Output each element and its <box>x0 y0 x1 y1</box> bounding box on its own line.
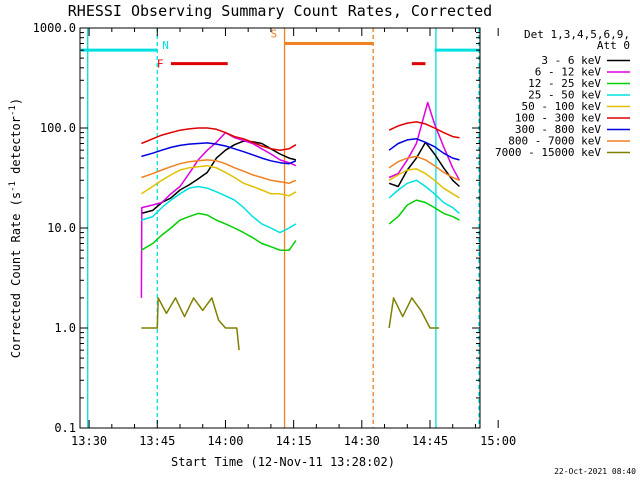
legend-label: 12 - 25 keV <box>528 77 601 90</box>
series-line <box>141 140 297 215</box>
legend-label: 25 - 50 keV <box>528 89 601 102</box>
legend-label: 3 - 6 keV <box>541 54 601 67</box>
y-axis-label: Corrected Count Rate (s-1 detector-1) <box>8 98 23 358</box>
y-axis-label-part: -1 <box>8 105 18 116</box>
x-axis: 13:30 13:45 14:00 14:15 14:30 14:45 15:00 <box>71 28 516 448</box>
y-axis: 0.1 1.0 10.0 100.0 1000.0 <box>33 21 480 435</box>
series-group <box>140 101 461 351</box>
series-line <box>141 142 297 165</box>
x-tick-label: 13:45 <box>139 434 175 448</box>
x-tick-label: 14:00 <box>207 434 243 448</box>
legend-label: 100 - 300 keV <box>515 112 601 125</box>
series-line <box>141 127 297 151</box>
series-line <box>141 159 297 185</box>
y-axis-label-part: detector <box>9 116 23 181</box>
y-tick-label: 0.1 <box>54 421 76 435</box>
y-axis-label-part: ) <box>9 98 23 105</box>
chart-title: RHESSI Observing Summary Count Rates, Co… <box>68 2 492 20</box>
series-line <box>388 168 460 199</box>
x-axis-label: Start Time (12-Nov-11 13:28:02) <box>171 455 395 469</box>
generated-timestamp: 22-Oct-2021 08:40 <box>554 467 636 476</box>
flag-label: S <box>271 27 278 40</box>
series-line <box>388 297 440 329</box>
x-tick-label: 13:30 <box>71 434 107 448</box>
series-line <box>141 185 297 234</box>
x-tick-label: 14:30 <box>344 434 380 448</box>
legend-label: 800 - 7000 keV <box>508 135 601 148</box>
series-line <box>141 297 240 351</box>
series-line <box>388 199 460 225</box>
x-tick-label: 15:00 <box>480 434 516 448</box>
legend-label: 300 - 800 keV <box>515 123 601 136</box>
legend-header: Det 1,3,4,5,6,9, <box>524 28 630 41</box>
y-tick-label: 100.0 <box>40 121 76 135</box>
series-line <box>388 101 461 181</box>
series-line <box>140 131 297 298</box>
series-line <box>388 121 460 139</box>
y-tick-label: 10.0 <box>47 221 76 235</box>
series-line <box>141 212 297 251</box>
series-line <box>140 164 297 197</box>
series-line <box>388 138 460 161</box>
flag-bars: NF S <box>81 27 479 71</box>
x-tick-label: 14:15 <box>276 434 312 448</box>
y-tick-label: 1000.0 <box>33 21 76 35</box>
x-tick-label: 14:45 <box>412 434 448 448</box>
legend-label: 7000 - 15000 keV <box>495 146 601 159</box>
y-tick-label: 1.0 <box>54 321 76 335</box>
y-axis-label-part: Corrected Count Rate (s <box>9 192 23 358</box>
y-axis-label-part: -1 <box>8 181 18 192</box>
legend-label: 6 - 12 keV <box>535 66 602 79</box>
legend-label: 50 - 100 keV <box>522 100 602 113</box>
flag-label: N <box>162 39 169 52</box>
series-line <box>388 179 460 214</box>
plot-frame <box>79 27 481 429</box>
legend-header: Att 0 <box>597 39 630 52</box>
flag-label: F <box>157 58 164 71</box>
series-line <box>388 155 460 181</box>
plot-area <box>87 28 480 428</box>
series-line <box>388 141 461 188</box>
